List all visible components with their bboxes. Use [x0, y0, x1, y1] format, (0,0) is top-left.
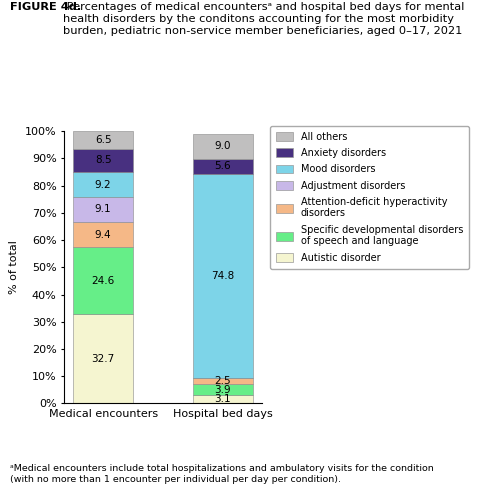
Bar — [193, 134, 253, 159]
Text: 9.0: 9.0 — [215, 141, 231, 152]
Bar — [193, 378, 253, 384]
Bar — [73, 247, 133, 314]
Text: ᵃMedical encounters include total hospitalizations and ambulatory visits for the: ᵃMedical encounters include total hospit… — [10, 464, 434, 484]
Text: 74.8: 74.8 — [211, 271, 235, 281]
Bar — [73, 149, 133, 172]
Text: 9.4: 9.4 — [95, 230, 112, 240]
Legend: All others, Anxiety disorders, Mood disorders, Adjustment disorders, Attention-d: All others, Anxiety disorders, Mood diso… — [270, 126, 469, 269]
Text: 6.5: 6.5 — [95, 135, 112, 145]
Text: 24.6: 24.6 — [91, 276, 115, 286]
Bar — [193, 159, 253, 174]
Bar — [73, 172, 133, 197]
Text: FIGURE 4d.: FIGURE 4d. — [10, 2, 81, 12]
Text: 2.5: 2.5 — [214, 376, 231, 386]
Text: 9.1: 9.1 — [95, 205, 112, 214]
Text: 5.6: 5.6 — [214, 161, 231, 172]
Text: 8.5: 8.5 — [95, 156, 112, 165]
Bar — [73, 197, 133, 222]
Text: 9.2: 9.2 — [95, 179, 112, 190]
Text: Percentages of medical encountersᵃ and hospital bed days for mental health disor: Percentages of medical encountersᵃ and h… — [63, 2, 464, 35]
Bar — [73, 222, 133, 247]
Bar — [73, 131, 133, 149]
Bar — [193, 174, 253, 378]
Text: 3.1: 3.1 — [214, 394, 231, 404]
Text: 3.9: 3.9 — [214, 384, 231, 395]
Text: 32.7: 32.7 — [91, 354, 115, 364]
Bar — [193, 395, 253, 403]
Y-axis label: % of total: % of total — [9, 241, 19, 294]
Bar — [73, 314, 133, 403]
Bar — [193, 384, 253, 395]
